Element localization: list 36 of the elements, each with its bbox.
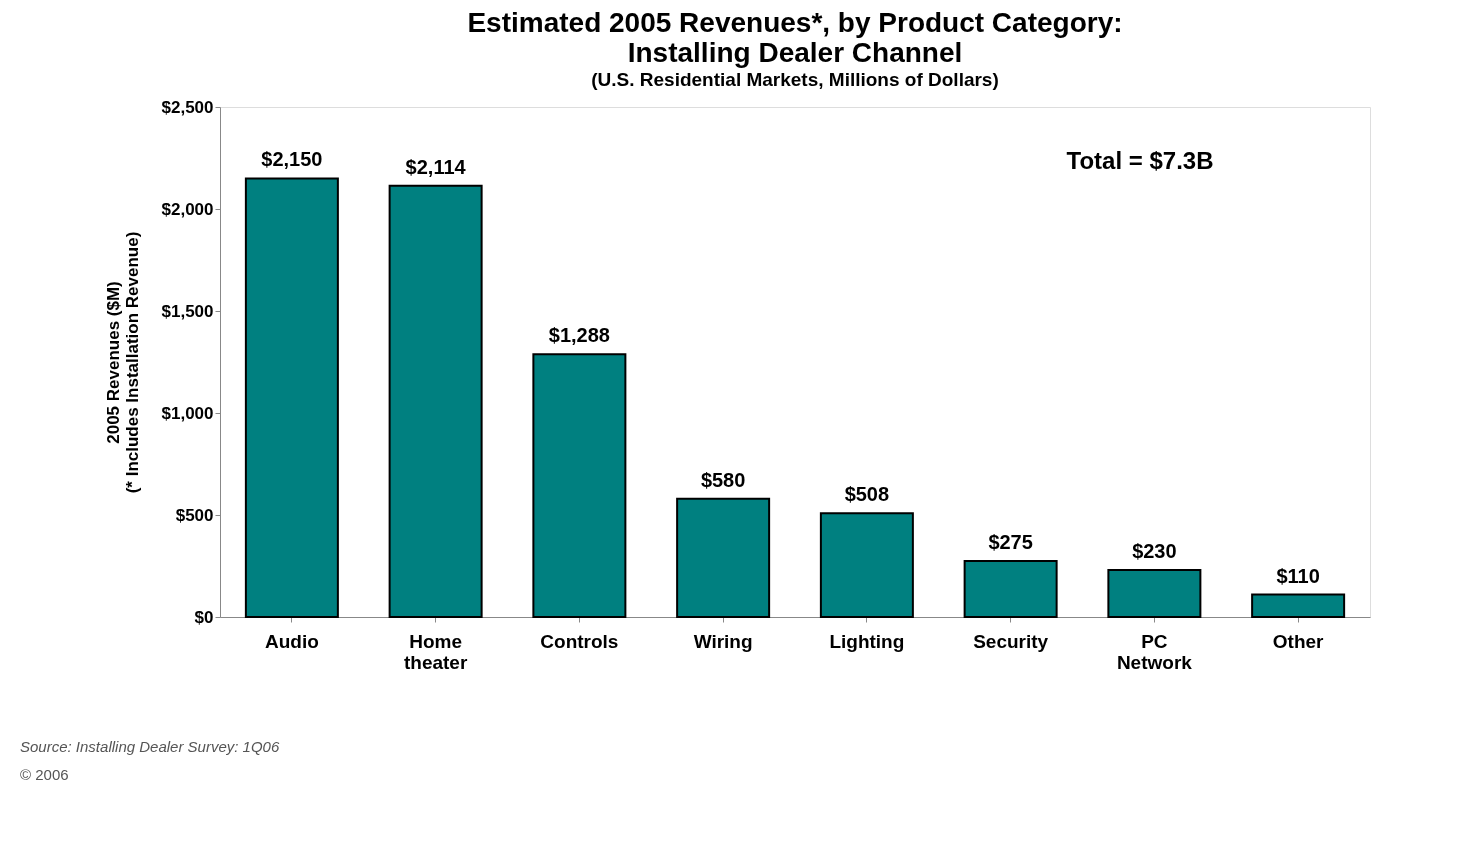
y-tick-label: $500: [175, 505, 214, 525]
x-tick-label: Lighting: [829, 630, 905, 652]
bar: [532, 353, 627, 618]
x-tick-label: Security: [973, 630, 1049, 652]
y-tick-label: $0: [194, 607, 214, 627]
data-label: $275: [988, 530, 1033, 553]
data-label: $230: [1132, 540, 1177, 563]
bar: [1107, 569, 1202, 618]
data-label: $1,288: [548, 324, 610, 347]
chart-subtitle: (U.S. Residential Markets, Millions of Dollars): [591, 69, 999, 90]
chart-title: Estimated 2005 Revenues*, by Product Category: Installing Dealer Channel: [467, 7, 1123, 68]
bar: [963, 559, 1058, 618]
data-label: $2,150: [261, 148, 323, 171]
source-note: Source: Installing Dealer Survey: 1Q06: [20, 738, 280, 755]
x-tick-label: Home theater: [403, 630, 468, 673]
data-label: $2,114: [405, 155, 467, 178]
x-tick-label: Other: [1272, 630, 1325, 652]
data-label: $580: [700, 468, 746, 491]
text: © 2006: [20, 766, 69, 783]
y-tick-label: $2,500: [161, 97, 214, 117]
annotation: Total = $7.3B: [1066, 147, 1214, 174]
data-label: $508: [844, 483, 890, 506]
bar: [244, 177, 339, 618]
y-tick-label: $1,500: [161, 301, 214, 321]
x-tick-label: PC Network: [1116, 630, 1193, 673]
bar: [388, 184, 483, 618]
x-tick-label: Audio: [264, 630, 319, 652]
data-label: $110: [1276, 564, 1320, 587]
y-tick-label: $1,000: [161, 403, 214, 423]
y-axis-title: 2005 Revenues ($M) (* Includes Installation Revenue): [103, 231, 142, 494]
x-tick-label: Controls: [540, 630, 619, 652]
bar: [819, 512, 914, 618]
y-tick-label: $2,000: [161, 199, 214, 219]
bar: [1251, 593, 1346, 618]
x-tick-label: Wiring: [693, 630, 753, 652]
bar: [676, 497, 771, 618]
